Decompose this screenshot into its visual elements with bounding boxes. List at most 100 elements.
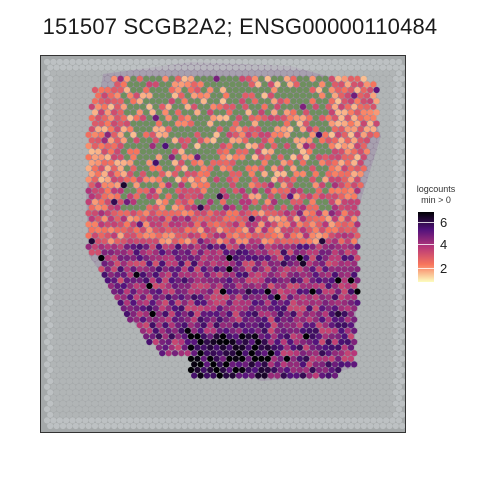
spot-expression — [347, 120, 355, 127]
spot-expression — [107, 193, 115, 200]
spot-empty — [213, 400, 220, 407]
spot-zero — [264, 120, 271, 127]
spot-empty — [389, 204, 396, 211]
spot-expression — [335, 120, 342, 127]
spot-expression — [229, 182, 236, 189]
spot-zero — [274, 92, 281, 99]
spot-empty — [50, 103, 57, 110]
spot-expression — [143, 333, 150, 340]
spot-empty — [383, 148, 390, 155]
spot-empty — [264, 400, 271, 407]
spot-zero — [130, 109, 137, 116]
spot-zero — [149, 198, 156, 206]
spot-expression — [264, 75, 271, 82]
spot-empty — [303, 378, 310, 385]
spot-expression — [315, 254, 323, 262]
spot-empty — [322, 400, 329, 407]
spot-expression — [319, 327, 326, 334]
spot-empty — [130, 378, 137, 385]
spot-expression — [239, 310, 246, 318]
spot-expression — [245, 366, 252, 374]
spot-expression — [114, 215, 121, 222]
spot-empty — [338, 58, 345, 66]
spot-expression — [319, 238, 326, 245]
spot-expression — [293, 338, 300, 346]
spot-empty — [107, 361, 115, 368]
spot-expression — [187, 86, 195, 94]
spot-expression — [191, 170, 198, 178]
spot-expression — [287, 271, 294, 278]
spot-expression — [95, 92, 102, 99]
spot-empty — [82, 226, 89, 234]
spot-empty — [85, 355, 92, 362]
spot-empty — [50, 148, 57, 155]
spot-empty — [66, 378, 73, 385]
spot-expression — [363, 137, 371, 144]
spot-zero — [325, 204, 332, 211]
spot-empty — [376, 182, 383, 189]
spot-empty — [95, 316, 102, 323]
spot-expression — [226, 366, 233, 374]
spot-expression — [111, 131, 118, 138]
spot-expression — [363, 114, 371, 122]
spot-expression — [341, 344, 348, 351]
spot-expression — [200, 288, 207, 295]
spot-empty — [91, 378, 99, 385]
spot-empty — [47, 210, 54, 217]
spot-empty — [309, 411, 316, 418]
spot-empty — [69, 92, 76, 99]
spot-zero — [184, 182, 191, 189]
spot-zero — [315, 198, 323, 206]
spot-empty — [66, 389, 73, 396]
spot-expression — [168, 254, 175, 262]
spot-empty — [75, 193, 83, 200]
spot-empty — [59, 277, 67, 284]
spot-empty — [47, 378, 54, 385]
spot-zero — [309, 109, 316, 116]
spot-expression — [127, 126, 134, 133]
spot-expression — [319, 92, 326, 99]
spot-empty — [376, 58, 383, 66]
spot-empty — [82, 159, 89, 166]
spot-empty — [79, 366, 86, 374]
spot-expression — [290, 366, 297, 374]
spot-empty — [331, 417, 339, 424]
spot-empty — [104, 411, 111, 418]
spot-empty — [43, 92, 51, 99]
spot-empty — [232, 400, 239, 407]
spot-empty — [389, 372, 396, 379]
spot-empty — [59, 333, 67, 340]
spot-empty — [379, 243, 387, 250]
spot-empty — [101, 327, 108, 334]
spot-expression — [175, 243, 182, 250]
spot-empty — [386, 75, 393, 82]
spot-expression — [101, 159, 108, 166]
spot-empty — [309, 422, 316, 430]
spot-empty — [399, 165, 405, 172]
spot-empty — [370, 305, 377, 312]
spot-empty — [69, 282, 76, 290]
spot-empty — [187, 411, 195, 418]
spot-empty — [72, 98, 79, 105]
spot-empty — [373, 422, 380, 430]
spot-empty — [367, 232, 374, 239]
spot-expression — [312, 294, 319, 301]
spot-zero — [168, 109, 175, 116]
spot-empty — [383, 81, 390, 88]
spot-zero — [277, 75, 284, 82]
spot-empty — [389, 316, 396, 323]
spot-empty — [367, 288, 374, 295]
spot-empty — [82, 58, 89, 66]
spot-expression — [319, 282, 326, 290]
spot-empty — [373, 277, 380, 284]
spot-expression — [242, 294, 249, 301]
spot-expression — [293, 226, 300, 234]
spot-expression — [130, 232, 137, 239]
spot-empty — [143, 64, 150, 71]
spot-expression — [290, 277, 297, 284]
spot-expression — [293, 81, 300, 88]
spot-expression — [187, 333, 195, 340]
spot-expression — [287, 361, 294, 368]
spot-empty — [389, 103, 396, 110]
spot-empty — [251, 64, 259, 71]
